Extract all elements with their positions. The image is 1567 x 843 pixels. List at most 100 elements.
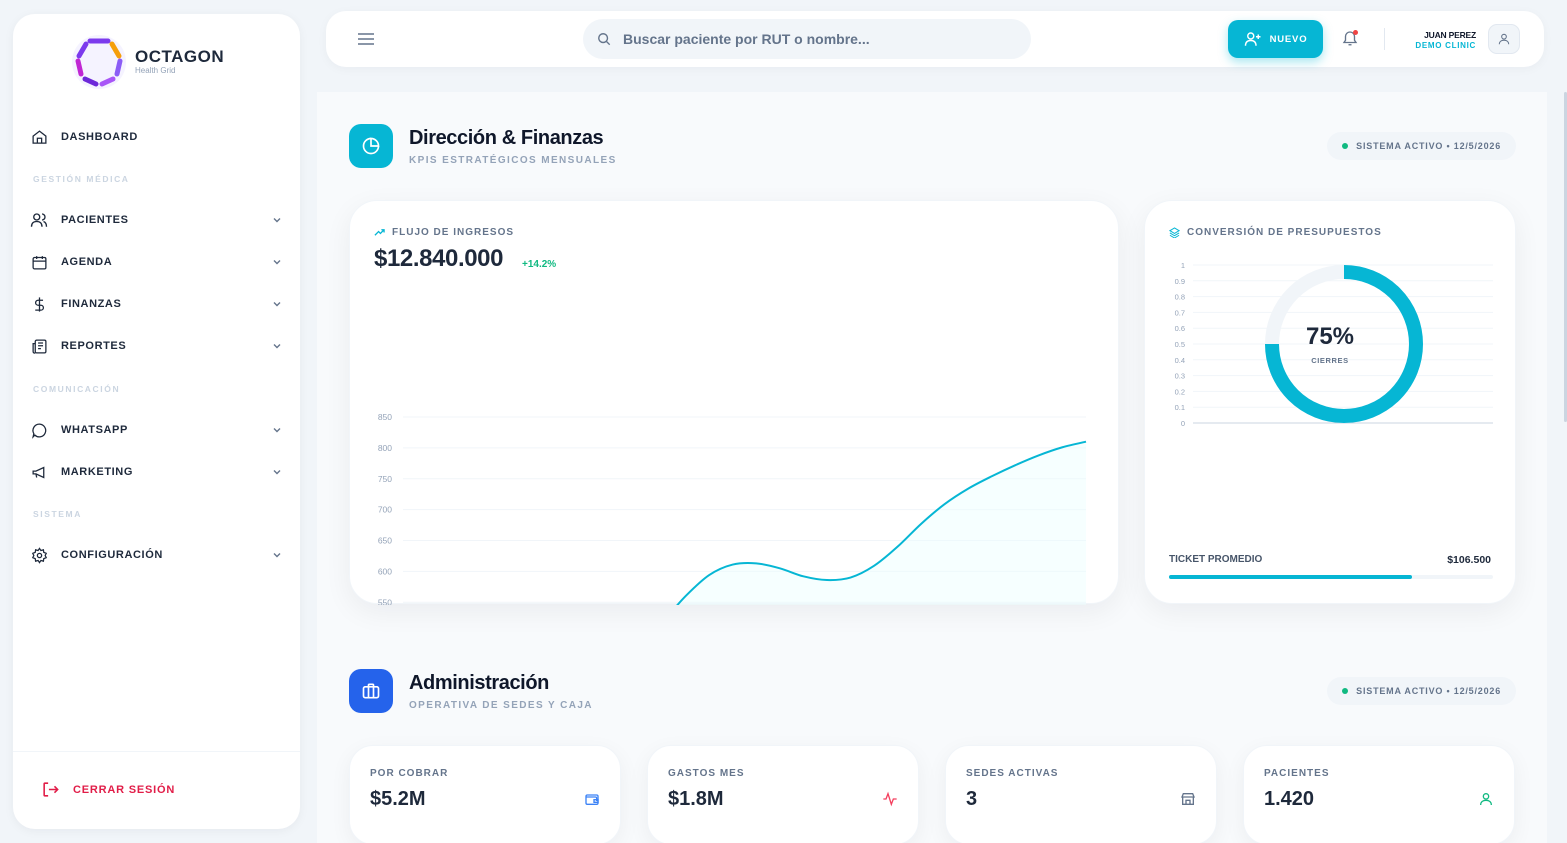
sidebar-item-pacientes[interactable]: PACIENTES <box>30 205 283 235</box>
chevron-down-icon <box>273 553 281 558</box>
sidebar-item-label: AGENDA <box>61 256 113 268</box>
trending-up-icon <box>374 229 385 236</box>
y-tick-label: 0.6 <box>1175 324 1185 333</box>
donut-slice-cierres <box>1265 265 1423 423</box>
y-tick-label: 0.2 <box>1175 387 1185 396</box>
search-input[interactable] <box>623 31 1003 47</box>
stat-card-gastos-mes[interactable]: GASTOS MES $1.8M <box>647 745 919 843</box>
finance-title: Dirección & Finanzas <box>409 126 604 149</box>
user-icon <box>1480 793 1492 806</box>
income-value: $12.840.000 <box>374 245 504 272</box>
notifications-button[interactable] <box>1341 29 1359 47</box>
brand-name: OCTAGON <box>135 47 225 66</box>
income-series-line <box>676 440 1087 605</box>
dollar-icon <box>30 295 48 313</box>
stat-label: PACIENTES <box>1264 768 1330 779</box>
stat-card-sedes-activas[interactable]: SEDES ACTIVAS 3 <box>945 745 1217 843</box>
sidebar-item-whatsapp[interactable]: WHATSAPP <box>30 415 283 445</box>
main-content: Dirección & Finanzas KPIS ESTRATÉGICOS M… <box>317 92 1547 843</box>
admin-section-header: Administración OPERATIVA DE SEDES Y CAJA <box>349 669 593 713</box>
sidebar-item-finanzas[interactable]: FINANZAS <box>30 289 283 319</box>
stat-value: 1.420 <box>1264 788 1315 810</box>
conversion-donut-chart: 1 0.9 0.8 0.7 0.6 0.5 0.4 0.3 0.2 0.1 0 <box>1175 261 1493 428</box>
admin-subtitle: OPERATIVA DE SEDES Y CAJA <box>409 699 593 711</box>
search-bar <box>583 19 1031 59</box>
sidebar-item-marketing[interactable]: MARKETING <box>30 457 283 487</box>
sidebar-item-label: PACIENTES <box>61 214 129 226</box>
stat-card-por-cobrar[interactable]: POR COBRAR $5.2M <box>349 745 621 843</box>
sidebar: OCTAGON Health Grid DASHBOARD GESTIÓN MÉ… <box>13 14 300 829</box>
header-divider <box>1384 28 1385 50</box>
sidebar-item-dashboard[interactable]: DASHBOARD <box>30 122 283 152</box>
y-tick-label: 0.1 <box>1175 403 1185 412</box>
y-tick-label: 800 <box>378 443 392 453</box>
income-card: FLUJO DE INGRESOS $12.840.000 +14.2% 450… <box>349 200 1119 605</box>
sidebar-item-agenda[interactable]: AGENDA <box>30 247 283 277</box>
status-badge: SISTEMA ACTIVO • 12/5/2026 <box>1327 132 1516 160</box>
section-label-comunicacion: COMUNICACIÓN <box>33 384 121 394</box>
avatar[interactable] <box>1488 24 1520 54</box>
conversion-card: CONVERSIÓN DE PRESUPUESTOS 1 0.9 0.8 0.7 0.6… <box>1144 200 1516 604</box>
status-text: SISTEMA ACTIVO • 12/5/2026 <box>1356 141 1501 151</box>
status-dot <box>1342 143 1349 149</box>
y-tick-label: 0.8 <box>1175 293 1185 302</box>
briefcase-icon <box>349 669 393 713</box>
conversion-percent: 75% <box>1305 323 1355 350</box>
notification-dot <box>1353 30 1358 35</box>
octagon-logo-icon <box>72 35 126 89</box>
sidebar-item-label: WHATSAPP <box>61 424 128 436</box>
income-area-fill <box>677 441 1086 605</box>
logout-icon <box>43 782 59 797</box>
ticket-value: $106.500 <box>1447 554 1491 566</box>
home-icon <box>30 128 48 146</box>
sidebar-item-configuracion[interactable]: CONFIGURACIÓN <box>30 540 283 570</box>
user-clinic: DEMO CLINIC <box>1415 41 1476 50</box>
sidebar-item-reportes[interactable]: REPORTES <box>30 331 283 361</box>
new-patient-button[interactable]: NUEVO <box>1228 20 1323 58</box>
conversion-label: CONVERSIÓN DE PRESUPUESTOS <box>1169 227 1382 238</box>
status-badge: SISTEMA ACTIVO • 12/5/2026 <box>1327 677 1516 705</box>
y-tick-label: 0 <box>1181 419 1185 428</box>
sidebar-item-label: REPORTES <box>61 340 127 352</box>
y-tick-label: 850 <box>378 412 392 422</box>
pie-chart-icon <box>349 124 393 168</box>
y-tick-label: 750 <box>378 474 392 484</box>
user-icon <box>1498 33 1510 45</box>
chevron-down-icon <box>273 428 281 433</box>
search-icon <box>598 33 611 46</box>
sidebar-item-label: DASHBOARD <box>61 131 138 143</box>
logout-button[interactable]: CERRAR SESIÓN <box>41 780 175 799</box>
y-tick-label: 0.5 <box>1175 340 1185 349</box>
stat-label: POR COBRAR <box>370 768 449 779</box>
stat-card-pacientes[interactable]: PACIENTES 1.420 <box>1243 745 1515 843</box>
new-button-label: NUEVO <box>1269 33 1308 45</box>
y-tick-label: 0.3 <box>1175 372 1185 381</box>
stat-label: GASTOS MES <box>668 768 745 779</box>
chat-icon <box>30 421 48 439</box>
admin-title: Administración <box>409 671 549 694</box>
gear-icon <box>30 546 48 564</box>
stat-label: SEDES ACTIVAS <box>966 768 1059 779</box>
sidebar-item-label: FINANZAS <box>61 298 122 310</box>
wallet-icon <box>585 794 599 805</box>
brand-tagline: Health Grid <box>135 66 176 75</box>
scrollbar[interactable] <box>1564 92 1567 422</box>
logout-label: CERRAR SESIÓN <box>73 783 176 796</box>
layers-icon <box>1169 227 1180 238</box>
calendar-icon <box>30 253 48 271</box>
brand-logo[interactable]: OCTAGON Health Grid <box>69 32 224 92</box>
income-label: FLUJO DE INGRESOS <box>374 227 514 238</box>
users-icon <box>30 211 48 229</box>
ticket-progress-fill <box>1169 575 1412 579</box>
chevron-down-icon <box>273 260 281 265</box>
income-delta: +14.2% <box>522 259 557 270</box>
y-tick-label: 650 <box>378 536 392 546</box>
y-tick-label: 600 <box>378 566 392 576</box>
chevron-down-icon <box>273 344 281 349</box>
sidebar-item-label: MARKETING <box>61 466 134 478</box>
y-tick-label: 0.7 <box>1175 308 1185 317</box>
section-label-sistema: SISTEMA <box>33 509 82 519</box>
menu-icon[interactable] <box>356 29 376 49</box>
chevron-down-icon <box>273 470 281 475</box>
add-user-icon <box>1244 32 1261 46</box>
